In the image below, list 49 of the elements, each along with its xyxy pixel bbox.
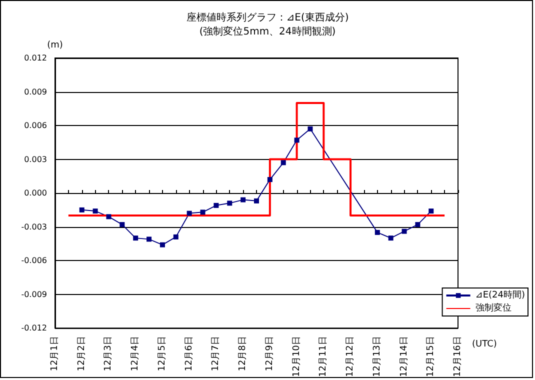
chart-subtitle: (強制変位5mm、24時間観測) [199, 26, 336, 38]
x-tick-label: 12月9日 [264, 336, 275, 372]
point [280, 160, 286, 166]
y-tick-label: 0.006 [24, 121, 47, 130]
point [267, 177, 272, 182]
point [214, 202, 219, 208]
y-tick-label: -0.003 [21, 222, 47, 232]
x-tick-label: 12月8日 [238, 336, 248, 372]
y-tick-label: 0.000 [24, 188, 47, 198]
x-tick-label: 12月14日 [399, 336, 410, 377]
y-tick-label: -0.012 [21, 324, 47, 333]
x-tick-label: 12月6日 [184, 336, 194, 372]
x-tick-label: 12月16日 [453, 336, 463, 377]
point [92, 208, 98, 214]
x-axis-title: (UTC) [472, 340, 497, 350]
point [160, 242, 165, 248]
x-tick-label: 12月1日 [50, 336, 60, 372]
x-tick-label: 12月2日 [76, 336, 87, 372]
x-tick-label: 12月12日 [346, 336, 356, 377]
x-tick-label: 12月13日 [372, 336, 382, 377]
point [106, 214, 112, 220]
point [120, 222, 125, 228]
point [240, 197, 246, 202]
y-axis-title: (m) [47, 40, 63, 50]
point [133, 236, 138, 241]
point [254, 198, 259, 204]
x-tick-label: 12月4日 [130, 336, 141, 372]
point [227, 200, 232, 206]
x-tick-label: 12月7日 [211, 336, 222, 372]
y-tick-label: 0.012 [24, 54, 47, 62]
y-tick-label: 0.003 [24, 154, 47, 164]
x-tick-label: 12月15日 [426, 336, 436, 377]
y-tick-label: -0.009 [21, 290, 47, 299]
legend-label: 強制変位 [475, 302, 512, 314]
y-tick-label: -0.006 [21, 256, 47, 266]
x-tick-label: 12月10日 [292, 336, 302, 377]
chart-title: 座標値時系列グラフ：⊿E(東西成分) [186, 12, 349, 24]
point [173, 234, 178, 240]
point [308, 126, 313, 132]
point [200, 210, 206, 215]
x-tick-label: 12月5日 [157, 336, 168, 372]
x-tick-label: 12月11日 [318, 336, 329, 377]
point [79, 207, 84, 212]
x-tick-label: 12月3日 [104, 336, 114, 372]
legend-label: ⊿E(24時間) [475, 290, 525, 300]
point [146, 236, 152, 242]
y-tick-label: 0.009 [24, 87, 47, 96]
point [186, 210, 192, 216]
point [294, 138, 300, 143]
